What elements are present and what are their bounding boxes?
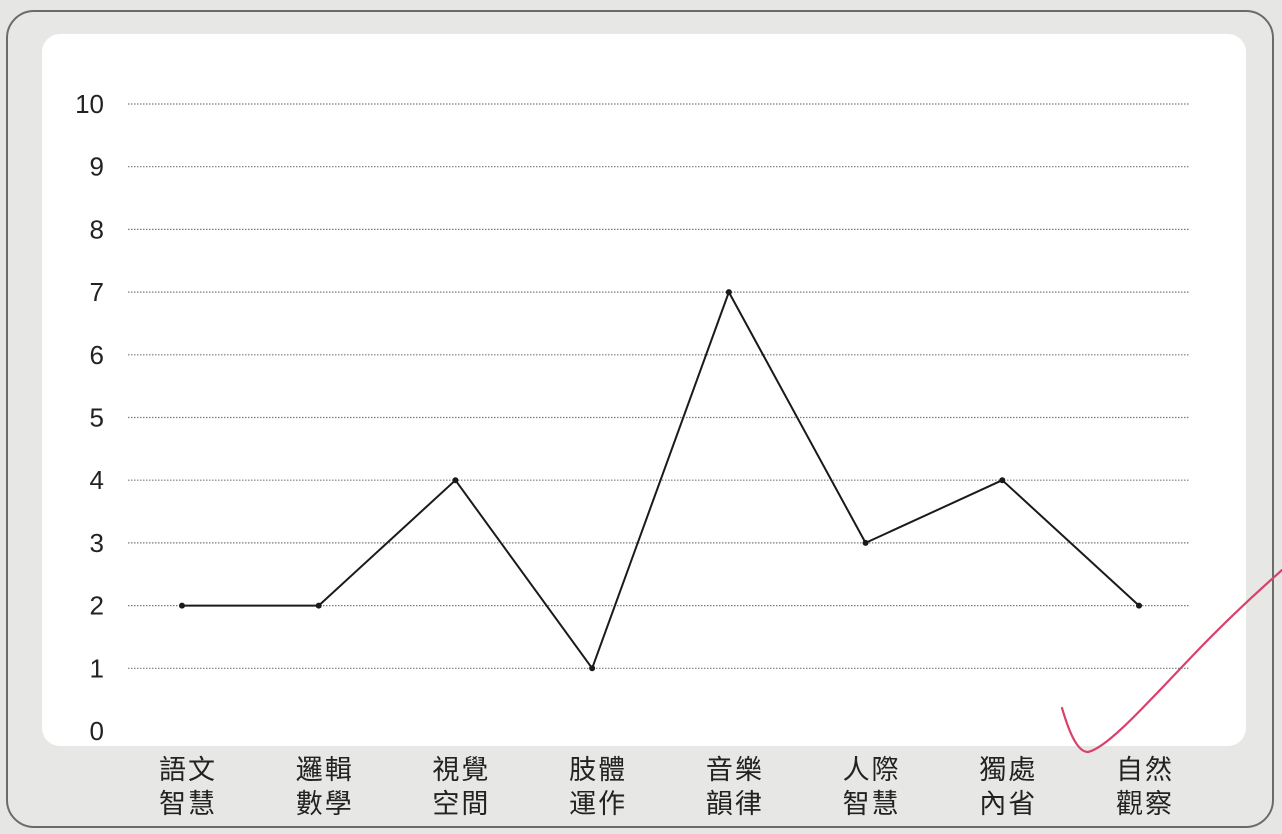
data-point-2 [315, 602, 322, 609]
x-category-label-5: 音樂韻律 [706, 755, 764, 820]
y-tick-label-3: 3 [90, 528, 104, 558]
x-axis-category-labels: 語文智慧 邏輯數學 視覺空間 肢體運作 音樂韻律 人際智慧 獨處內省 自然觀察 [159, 755, 1174, 820]
data-point-1 [179, 602, 185, 609]
plot-panel [42, 34, 1246, 746]
y-tick-label-1: 1 [90, 653, 104, 683]
series-line-group [179, 289, 1142, 672]
data-point-5 [725, 289, 732, 296]
y-tick-label-9: 9 [90, 152, 104, 182]
data-point-3 [452, 477, 459, 484]
data-point-7 [999, 477, 1006, 484]
x-category-label-3: 視覺空間 [432, 755, 490, 820]
x-category-label-7: 獨處內省 [979, 755, 1037, 820]
y-tick-label-4: 4 [90, 465, 104, 495]
y-axis-tick-labels: 0 1 2 3 4 5 6 7 8 9 10 [75, 89, 104, 746]
series-line [182, 291, 1140, 670]
x-category-label-4: 肢體運作 [569, 755, 627, 820]
y-tick-label-7: 7 [90, 277, 104, 307]
y-tick-label-0: 0 [90, 716, 104, 746]
y-tick-label-6: 6 [90, 340, 104, 370]
data-point-6 [862, 539, 869, 546]
y-tick-label-2: 2 [90, 591, 104, 621]
y-tick-label-5: 5 [90, 403, 104, 433]
data-point-4 [589, 665, 596, 672]
x-category-label-6: 人際智慧 [843, 755, 901, 820]
y-tick-label-10: 10 [75, 89, 104, 119]
annotation-layer [1060, 568, 1282, 754]
data-point-8 [1136, 602, 1142, 609]
hand-drawn-check-icon [1060, 568, 1282, 754]
y-tick-label-8: 8 [90, 214, 104, 244]
x-category-label-2: 邏輯數學 [296, 755, 354, 820]
grid-lines [128, 103, 1190, 669]
x-category-label-1: 語文智慧 [159, 755, 217, 820]
x-category-label-8: 自然觀察 [1116, 755, 1174, 820]
